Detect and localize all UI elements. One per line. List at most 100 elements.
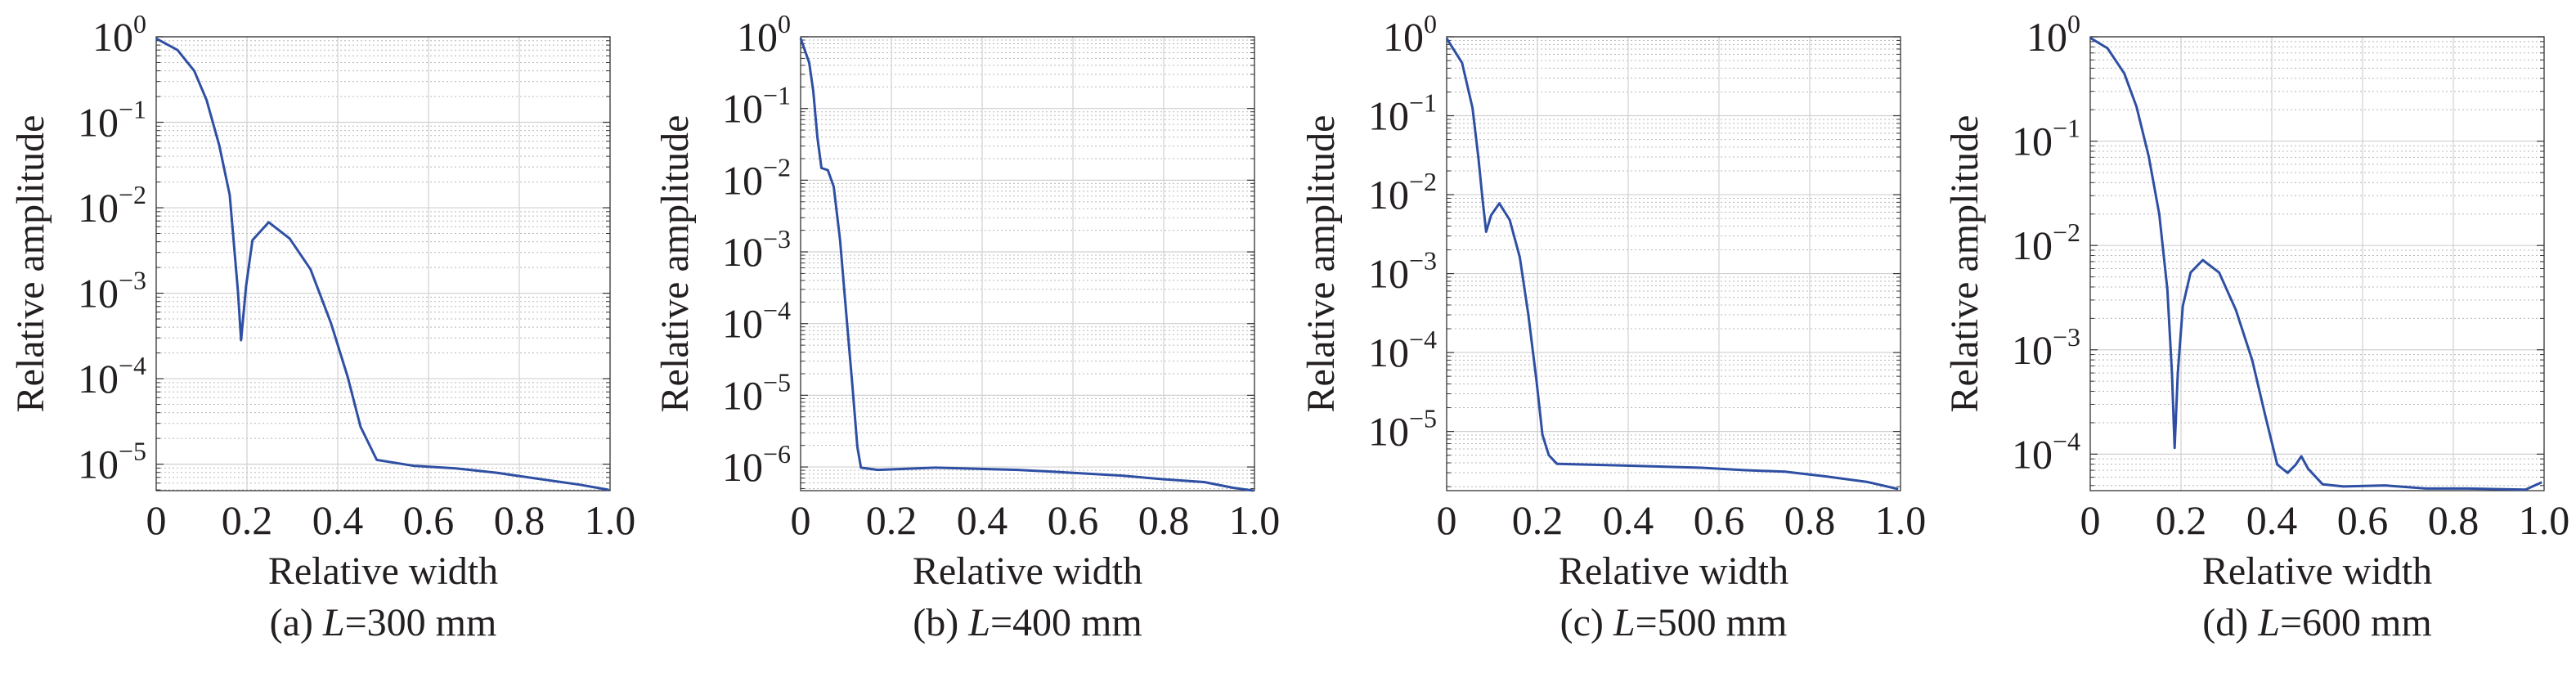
x-tick-label: 0 <box>2080 497 2101 543</box>
y-tick-exponent: −4 <box>119 351 146 380</box>
y-tick-exponent: −3 <box>1409 246 1437 276</box>
amplitude-curve <box>799 38 1254 492</box>
caption-prefix: (b) <box>913 601 968 644</box>
x-tick-label: 0.2 <box>866 497 918 543</box>
caption-variable: L <box>967 601 990 644</box>
y-tick-base: 10 <box>722 372 763 418</box>
y-tick-label: 100 <box>2026 9 2080 60</box>
x-tick-label: 0.2 <box>1512 497 1564 543</box>
y-tick-label: 10−5 <box>1368 404 1437 455</box>
y-tick-base: 10 <box>78 356 119 402</box>
amplitude-curve <box>155 37 609 491</box>
y-axis-label: Relative amplitude <box>1943 115 1986 413</box>
y-tick-label: 10−5 <box>722 367 791 418</box>
caption-value: =600 mm <box>2280 601 2432 644</box>
y-tick-exponent: −4 <box>1409 325 1437 354</box>
subplot-caption: (d) L=600 mm <box>2202 601 2431 644</box>
caption-value: =400 mm <box>990 601 1142 644</box>
y-tick-label: 10−3 <box>722 224 791 275</box>
y-axis-label: Relative amplitude <box>9 115 52 413</box>
y-tick-base: 10 <box>2012 327 2053 373</box>
y-tick-label: 10−2 <box>78 180 146 231</box>
y-tick-label: 10−1 <box>1368 88 1437 139</box>
y-tick-exponent: −2 <box>763 152 791 182</box>
y-tick-label: 10−4 <box>1368 325 1437 375</box>
y-tick-base: 10 <box>78 185 119 231</box>
y-tick-exponent: 0 <box>2067 9 2080 38</box>
y-tick-base: 10 <box>2012 119 2053 164</box>
x-tick-label: 0.6 <box>1694 497 1745 543</box>
subplot-caption: (c) L=500 mm <box>1560 601 1788 644</box>
y-tick-exponent: 0 <box>1424 9 1437 38</box>
y-tick-label: 100 <box>1383 9 1437 60</box>
y-tick-base: 10 <box>1368 93 1409 139</box>
y-tick-exponent: −1 <box>763 81 791 110</box>
y-tick-exponent: −3 <box>119 266 146 295</box>
y-tick-label: 10−4 <box>722 296 791 347</box>
x-tick-label: 0.4 <box>957 497 1008 543</box>
x-axis-label: Relative width <box>1559 550 1788 593</box>
x-tick-label: 0.4 <box>2246 497 2298 543</box>
y-tick-base: 10 <box>722 86 763 132</box>
y-tick-base: 10 <box>737 14 778 60</box>
caption-variable: L <box>322 601 345 644</box>
caption-prefix: (a) <box>270 601 323 644</box>
x-tick-label: 1.0 <box>1229 497 1281 543</box>
y-tick-exponent: −2 <box>2053 218 2080 247</box>
subplot-caption: (a) L=300 mm <box>270 601 497 644</box>
x-tick-label: 0.8 <box>1784 497 1836 543</box>
x-tick-label: 0 <box>791 497 811 543</box>
y-tick-exponent: 0 <box>133 9 146 38</box>
y-tick-base: 10 <box>2026 14 2067 60</box>
y-tick-base: 10 <box>722 157 763 203</box>
y-tick-base: 10 <box>722 301 763 347</box>
plot-frame <box>155 36 611 491</box>
y-tick-label: 10−1 <box>78 95 146 146</box>
x-tick-label: 1.0 <box>2519 497 2570 543</box>
y-tick-label: 10−1 <box>2012 114 2080 164</box>
caption-prefix: (c) <box>1560 601 1613 644</box>
y-tick-exponent: −4 <box>763 296 791 325</box>
y-tick-label: 10−2 <box>722 152 791 203</box>
x-tick-label: 0.8 <box>2428 497 2480 543</box>
caption-variable: L <box>2257 601 2280 644</box>
y-tick-label: 10−5 <box>78 437 146 487</box>
y-tick-label: 100 <box>92 9 146 60</box>
y-axis-label: Relative amplitude <box>1299 115 1343 413</box>
y-tick-exponent: −5 <box>119 437 146 466</box>
y-tick-exponent: 0 <box>778 9 791 38</box>
amplitude-curve <box>2089 37 2542 491</box>
x-tick-label: 0.2 <box>2156 497 2207 543</box>
y-tick-exponent: −2 <box>1409 167 1437 196</box>
x-tick-label: 0.6 <box>2337 497 2389 543</box>
y-tick-label: 10−3 <box>78 266 146 316</box>
y-tick-base: 10 <box>1368 330 1409 375</box>
y-tick-label: 10−3 <box>2012 322 2080 373</box>
x-tick-label: 0 <box>1437 497 1457 543</box>
y-tick-base: 10 <box>722 229 763 275</box>
y-tick-base: 10 <box>1368 172 1409 218</box>
y-tick-exponent: −1 <box>1409 88 1437 118</box>
y-tick-base: 10 <box>92 14 133 60</box>
x-axis-label: Relative width <box>913 550 1142 593</box>
y-tick-base: 10 <box>78 442 119 487</box>
x-tick-label: 0.6 <box>403 497 455 543</box>
plot-frame <box>1446 36 1901 491</box>
caption-value: =500 mm <box>1636 601 1788 644</box>
y-tick-base: 10 <box>1383 14 1424 60</box>
x-tick-label: 0 <box>146 497 167 543</box>
y-tick-base: 10 <box>78 100 119 146</box>
x-tick-label: 0.4 <box>1603 497 1654 543</box>
y-tick-label: 10−4 <box>2012 426 2080 477</box>
y-tick-base: 10 <box>78 271 119 316</box>
y-tick-base: 10 <box>2012 431 2053 477</box>
y-axis-label: Relative amplitude <box>653 115 697 413</box>
y-tick-base: 10 <box>1368 409 1409 455</box>
y-tick-label: 10−4 <box>78 351 146 402</box>
y-tick-base: 10 <box>722 444 763 490</box>
